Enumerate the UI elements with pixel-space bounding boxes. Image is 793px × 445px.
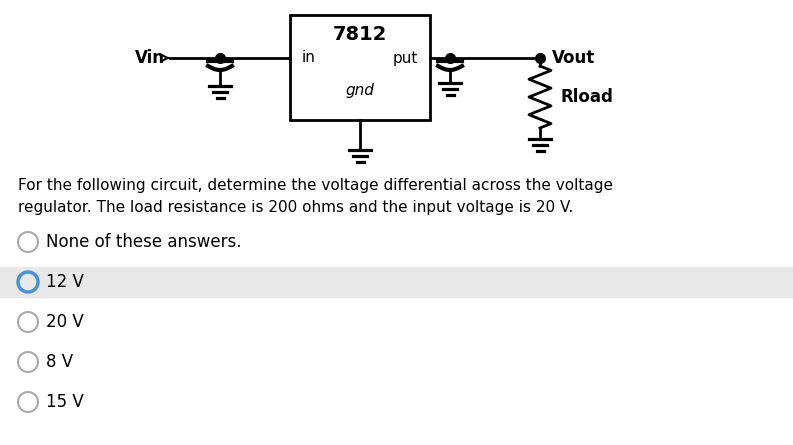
Text: Vin: Vin — [135, 49, 165, 67]
Text: regulator. The load resistance is 200 ohms and the input voltage is 20 V.: regulator. The load resistance is 200 oh… — [18, 200, 573, 215]
Text: None of these answers.: None of these answers. — [46, 233, 242, 251]
Text: 7812: 7812 — [333, 25, 387, 44]
Text: Rload: Rload — [561, 88, 614, 106]
Text: gnd: gnd — [346, 82, 374, 97]
Bar — [290, 15, 430, 120]
Text: 20 V: 20 V — [46, 313, 84, 331]
Text: For the following circuit, determine the voltage differential across the voltage: For the following circuit, determine the… — [18, 178, 613, 193]
Text: 12 V: 12 V — [46, 273, 84, 291]
Text: Vout: Vout — [552, 49, 596, 67]
Text: 8 V: 8 V — [46, 353, 73, 371]
Bar — [0, 267, 793, 297]
Text: 15 V: 15 V — [46, 393, 84, 411]
Text: in: in — [302, 50, 316, 65]
Text: put: put — [393, 50, 418, 65]
